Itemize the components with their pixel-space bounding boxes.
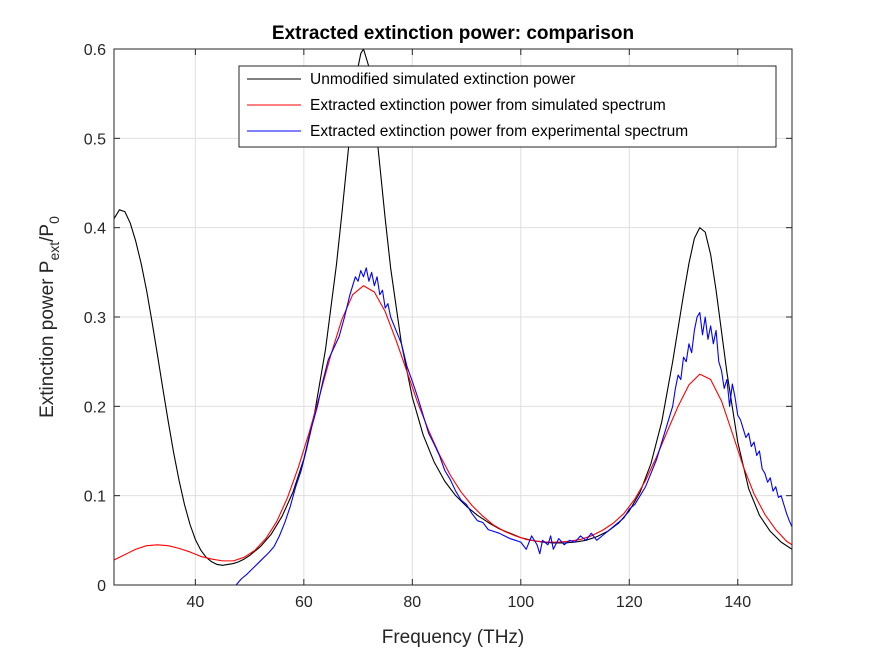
series-line-2 xyxy=(235,267,792,585)
y-tick-label: 0.2 xyxy=(84,399,106,416)
y-axis-label-prefix: Extinction power P xyxy=(37,261,58,418)
legend-label-extracted-experimental: Extracted extinction power from experime… xyxy=(310,123,688,140)
legend-label-extracted-simulated: Extracted extinction power from simulate… xyxy=(310,97,666,114)
series-line-0 xyxy=(114,49,792,566)
series-layer xyxy=(114,49,792,585)
x-axis-label: Frequency (THz) xyxy=(382,627,525,648)
y-tick-label: 0.3 xyxy=(84,310,106,327)
y-axis-label-sub1: ext xyxy=(46,242,62,261)
legend-box xyxy=(238,65,777,148)
y-axis-ticks: 0 0.1 0.2 0.3 0.4 0.5 0.6 xyxy=(84,42,792,595)
y-axis-label-mid: /P xyxy=(37,224,58,242)
x-tick-label: 40 xyxy=(186,594,204,611)
y-tick-label: 0.5 xyxy=(84,131,106,148)
y-axis-label: Extinction power Pext/P0 xyxy=(37,216,62,418)
y-axis-label-sub2: 0 xyxy=(46,216,62,224)
y-tick-label: 0.6 xyxy=(84,42,106,59)
x-tick-label: 140 xyxy=(724,594,751,611)
legend-label-unmodified-simulated: Unmodified simulated extinction power xyxy=(310,71,575,88)
x-tick-label: 80 xyxy=(403,594,421,611)
legend: Unmodified simulated extinction power Ex… xyxy=(238,65,777,148)
y-tick-label: 0.4 xyxy=(84,221,106,238)
chart-title: Extracted extinction power: comparison xyxy=(272,23,634,44)
x-tick-label: 60 xyxy=(295,594,313,611)
y-tick-label: 0 xyxy=(97,578,106,595)
x-tick-label: 100 xyxy=(507,594,534,611)
x-tick-label: 120 xyxy=(616,594,643,611)
y-tick-label: 0.1 xyxy=(84,489,106,506)
series-line-1 xyxy=(114,285,792,562)
x-axis-ticks: 40 60 80 100 120 140 xyxy=(186,49,751,611)
